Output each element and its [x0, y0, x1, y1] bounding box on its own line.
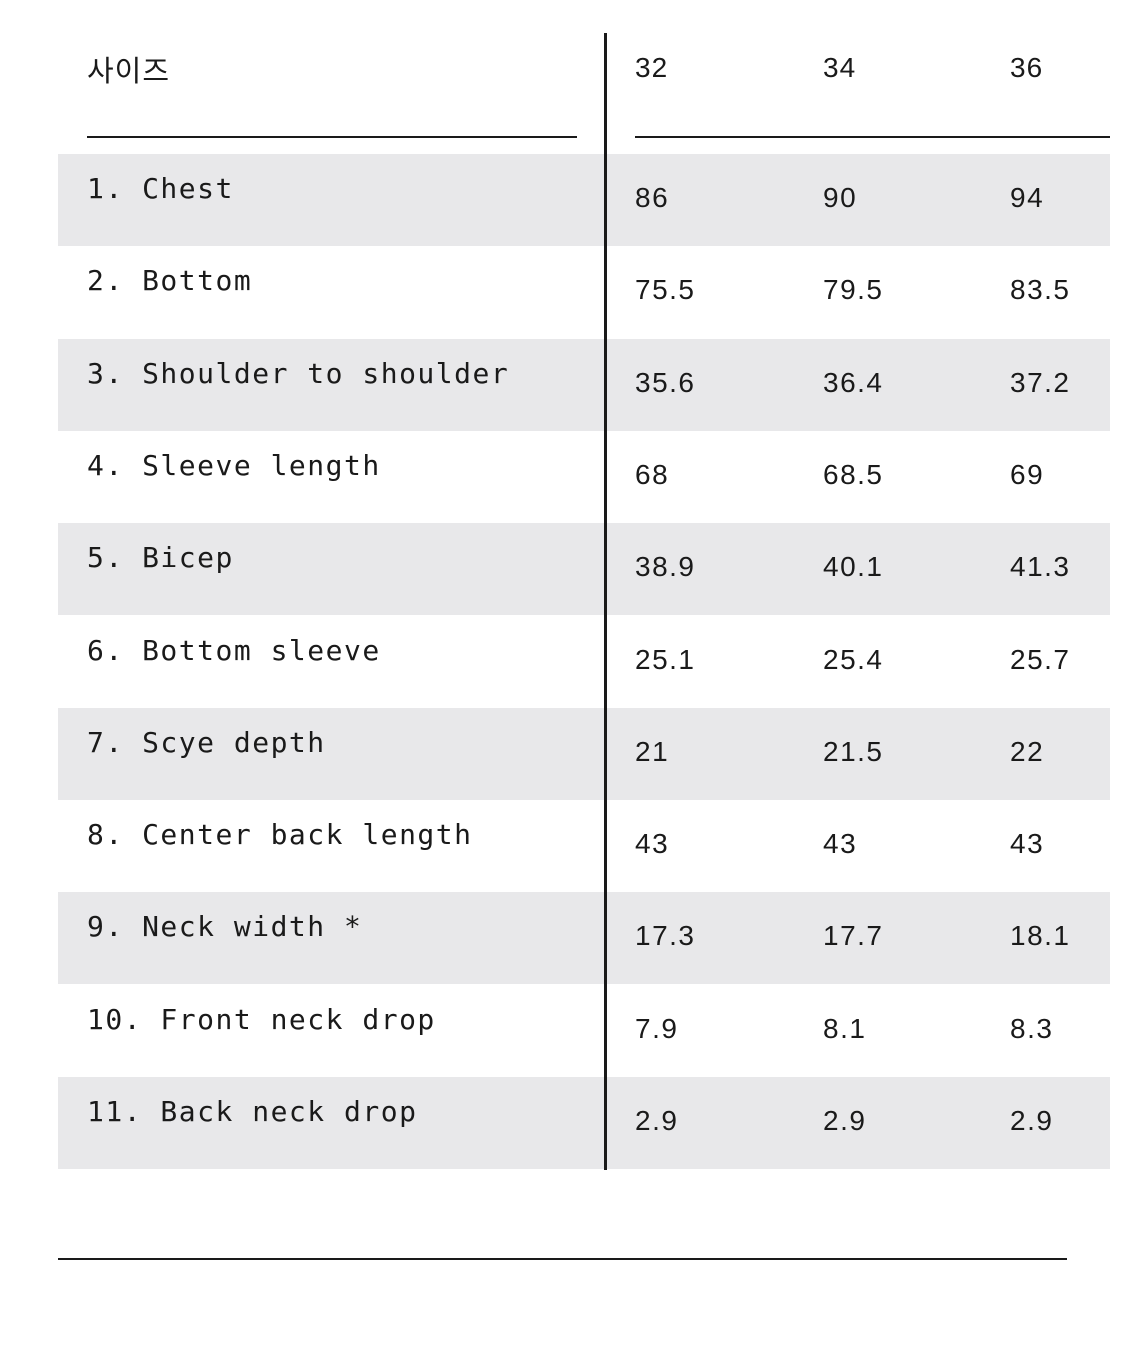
table-row: 1. Chest 86 90 94	[58, 154, 1110, 246]
table-row: 4. Sleeve length 68 68.5 69	[58, 431, 1110, 523]
measurement-value-size-34: 21.5	[823, 736, 884, 767]
measurement-value-size-32: 25.1	[635, 644, 696, 675]
table-row: 2. Bottom 75.5 79.5 83.5	[58, 246, 1110, 338]
table-row: 11. Back neck drop 2.9 2.9 2.9	[58, 1077, 1110, 1169]
measurement-value-size-36: 37.2	[1010, 367, 1071, 398]
measurement-value-size-34: 40.1	[823, 551, 884, 582]
measurement-value-size-36: 25.7	[1010, 644, 1071, 675]
measurement-value-size-32: 43	[635, 828, 670, 859]
measurement-label: 3. Shoulder to shoulder	[87, 357, 510, 390]
measurement-value-size-32: 7.9	[635, 1013, 679, 1044]
measurement-value-size-34: 43	[823, 828, 858, 859]
size-header-36: 36	[1010, 52, 1044, 83]
measurement-value-size-32: 86	[635, 182, 670, 213]
measurement-value-size-36: 41.3	[1010, 551, 1071, 582]
measurement-label: 2. Bottom	[87, 264, 253, 297]
measurement-label: 1. Chest	[87, 172, 234, 205]
header-divider-left	[87, 136, 577, 138]
table-row: 6. Bottom sleeve 25.1 25.4 25.7	[58, 616, 1110, 708]
measurement-label: 7. Scye depth	[87, 726, 326, 759]
measurement-value-size-34: 90	[823, 182, 858, 213]
measurement-value-size-36: 18.1	[1010, 920, 1071, 951]
measurement-value-size-36: 69	[1010, 459, 1045, 490]
size-header-34: 34	[823, 52, 857, 83]
measurement-value-size-36: 83.5	[1010, 274, 1071, 305]
column-divider	[604, 33, 607, 1170]
measurement-label: 11. Back neck drop	[87, 1095, 418, 1128]
measurement-label: 4. Sleeve length	[87, 449, 381, 482]
size-header-label: 사이즈	[87, 54, 171, 88]
measurement-label: 5. Bicep	[87, 541, 234, 574]
measurement-label: 10. Front neck drop	[87, 1003, 436, 1036]
size-header-32: 32	[635, 52, 669, 83]
table-row: 3. Shoulder to shoulder 35.6 36.4 37.2	[58, 339, 1110, 431]
measurement-value-size-36: 2.9	[1010, 1105, 1054, 1136]
measurement-value-size-32: 35.6	[635, 367, 696, 398]
measurement-value-size-32: 75.5	[635, 274, 696, 305]
bottom-divider	[58, 1258, 1067, 1260]
header-divider-right	[635, 136, 1110, 138]
measurement-value-size-32: 21	[635, 736, 670, 767]
table-row: 10. Front neck drop 7.9 8.1 8.3	[58, 985, 1110, 1077]
table-row: 5. Bicep 38.9 40.1 41.3	[58, 523, 1110, 615]
measurement-value-size-34: 36.4	[823, 367, 884, 398]
measurement-value-size-34: 68.5	[823, 459, 884, 490]
measurement-value-size-36: 43	[1010, 828, 1045, 859]
measurement-value-size-32: 2.9	[635, 1105, 679, 1136]
table-row: 9. Neck width * 17.3 17.7 18.1	[58, 892, 1110, 984]
measurement-value-size-32: 38.9	[635, 551, 696, 582]
measurement-value-size-36: 94	[1010, 182, 1045, 213]
measurement-label: 8. Center back length	[87, 818, 473, 851]
measurement-value-size-34: 2.9	[823, 1105, 867, 1136]
measurement-value-size-32: 17.3	[635, 920, 696, 951]
table-row: 7. Scye depth 21 21.5 22	[58, 708, 1110, 800]
measurement-value-size-34: 79.5	[823, 274, 884, 305]
measurement-value-size-32: 68	[635, 459, 670, 490]
measurement-value-size-34: 25.4	[823, 644, 884, 675]
measurement-label: 6. Bottom sleeve	[87, 634, 381, 667]
measurement-value-size-34: 8.1	[823, 1013, 867, 1044]
measurement-value-size-36: 8.3	[1010, 1013, 1054, 1044]
measurement-label: 9. Neck width *	[87, 910, 363, 943]
table-row: 8. Center back length 43 43 43	[58, 800, 1110, 892]
measurement-value-size-34: 17.7	[823, 920, 884, 951]
measurement-value-size-36: 22	[1010, 736, 1045, 767]
